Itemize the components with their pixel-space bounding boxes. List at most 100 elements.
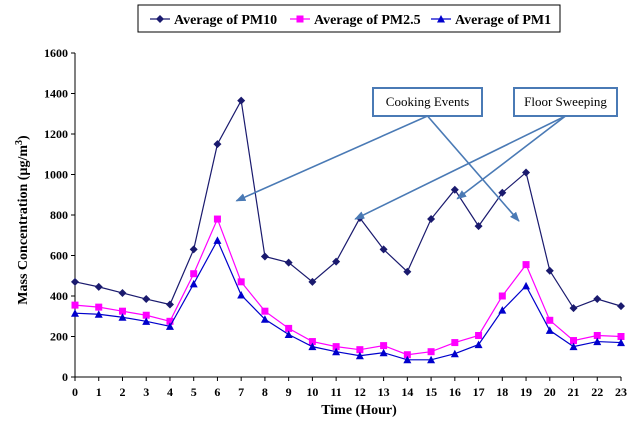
x-tick-label: 8 (262, 385, 268, 399)
data-point (593, 331, 601, 339)
annotation-arrow (426, 115, 520, 222)
legend-label: Average of PM2.5 (314, 13, 421, 28)
data-point (213, 215, 221, 223)
data-point (403, 355, 412, 364)
data-point (165, 300, 174, 309)
data-point (142, 311, 150, 319)
data-point (332, 343, 340, 351)
x-tick-label: 12 (354, 385, 366, 399)
data-point (190, 270, 198, 278)
x-tick-label: 21 (568, 385, 580, 399)
x-tick-label: 9 (286, 385, 292, 399)
legend-entry: Average of PM1 (431, 13, 551, 28)
legend-label: Average of PM1 (455, 13, 551, 28)
x-tick-label: 3 (143, 385, 149, 399)
annotation-box (372, 87, 483, 117)
legend-marker (437, 15, 445, 23)
data-point (474, 340, 483, 349)
legend-label: Average of PM10 (174, 13, 277, 28)
data-point (118, 313, 127, 321)
data-point (237, 96, 246, 105)
y-axis-title: Mass Concentration (µg/m3) (14, 135, 32, 305)
data-point (545, 326, 554, 334)
x-tick-label: 11 (330, 385, 341, 399)
x-tick-label: 0 (72, 385, 78, 399)
data-point (569, 342, 578, 351)
data-point (498, 188, 507, 197)
data-point (308, 338, 316, 346)
y-tick-label: 400 (50, 289, 68, 303)
data-point (380, 342, 388, 350)
data-point (569, 304, 578, 313)
data-point (237, 290, 246, 299)
data-point (475, 331, 483, 339)
data-point (213, 236, 222, 244)
data-point (95, 303, 103, 311)
data-point (546, 316, 554, 324)
data-point (94, 310, 103, 318)
series-3 (71, 236, 625, 364)
data-point (213, 140, 222, 149)
annotation-arrow (354, 115, 566, 220)
annotation-2: Floor Sweeping (354, 87, 618, 220)
legend-box (137, 4, 561, 33)
annotation-arrow (456, 115, 566, 200)
data-point (451, 339, 459, 347)
legend-marker (156, 15, 164, 23)
data-point (403, 351, 411, 359)
data-point (189, 245, 198, 254)
annotation-label: Cooking Events (386, 94, 469, 109)
series-line (74, 238, 622, 361)
x-tick-label: 4 (167, 385, 173, 399)
data-point (427, 215, 436, 224)
data-point (166, 317, 174, 325)
data-point (379, 245, 388, 254)
data-point (71, 309, 79, 317)
y-tick-label: 600 (50, 249, 68, 263)
data-point (94, 282, 103, 291)
x-tick-label: 2 (119, 385, 125, 399)
x-tick-label: 16 (449, 385, 461, 399)
data-point (617, 333, 625, 340)
data-point (284, 330, 293, 338)
data-point (260, 315, 269, 323)
data-point (71, 301, 79, 309)
series-line (74, 98, 622, 309)
data-point (498, 306, 507, 314)
x-tick-label: 1 (96, 385, 102, 399)
data-point (450, 349, 459, 358)
legend-entry: Average of PM10 (150, 13, 277, 28)
data-point (522, 261, 530, 269)
data-point (522, 168, 531, 177)
data-point (142, 317, 151, 325)
x-tick-label: 14 (401, 385, 413, 399)
data-point (308, 342, 317, 351)
x-tick-label: 7 (238, 385, 244, 399)
x-tick-label: 17 (473, 385, 485, 399)
y-tick-label: 200 (50, 330, 68, 344)
data-point (474, 222, 483, 231)
x-tick-label: 5 (191, 385, 197, 399)
data-point (570, 337, 578, 345)
y-tick-label: 800 (50, 208, 68, 222)
legend-marker (296, 15, 304, 23)
data-point (522, 281, 531, 290)
series-layer (71, 96, 625, 364)
data-point (260, 252, 269, 261)
x-tick-label: 19 (520, 385, 532, 399)
y-tick-label: 1200 (44, 127, 68, 141)
x-tick-label: 13 (378, 385, 390, 399)
y-tick-label: 0 (62, 370, 68, 384)
series-2 (71, 215, 625, 359)
data-point (332, 257, 341, 266)
annotation-arrow (235, 115, 428, 202)
x-tick-label: 6 (214, 385, 220, 399)
y-tick-label: 1400 (44, 87, 68, 101)
data-point (284, 258, 293, 267)
annotations: Cooking Events Floor Sweeping (235, 87, 618, 222)
data-point (165, 322, 174, 330)
data-point (427, 355, 436, 364)
series-line (74, 217, 622, 356)
